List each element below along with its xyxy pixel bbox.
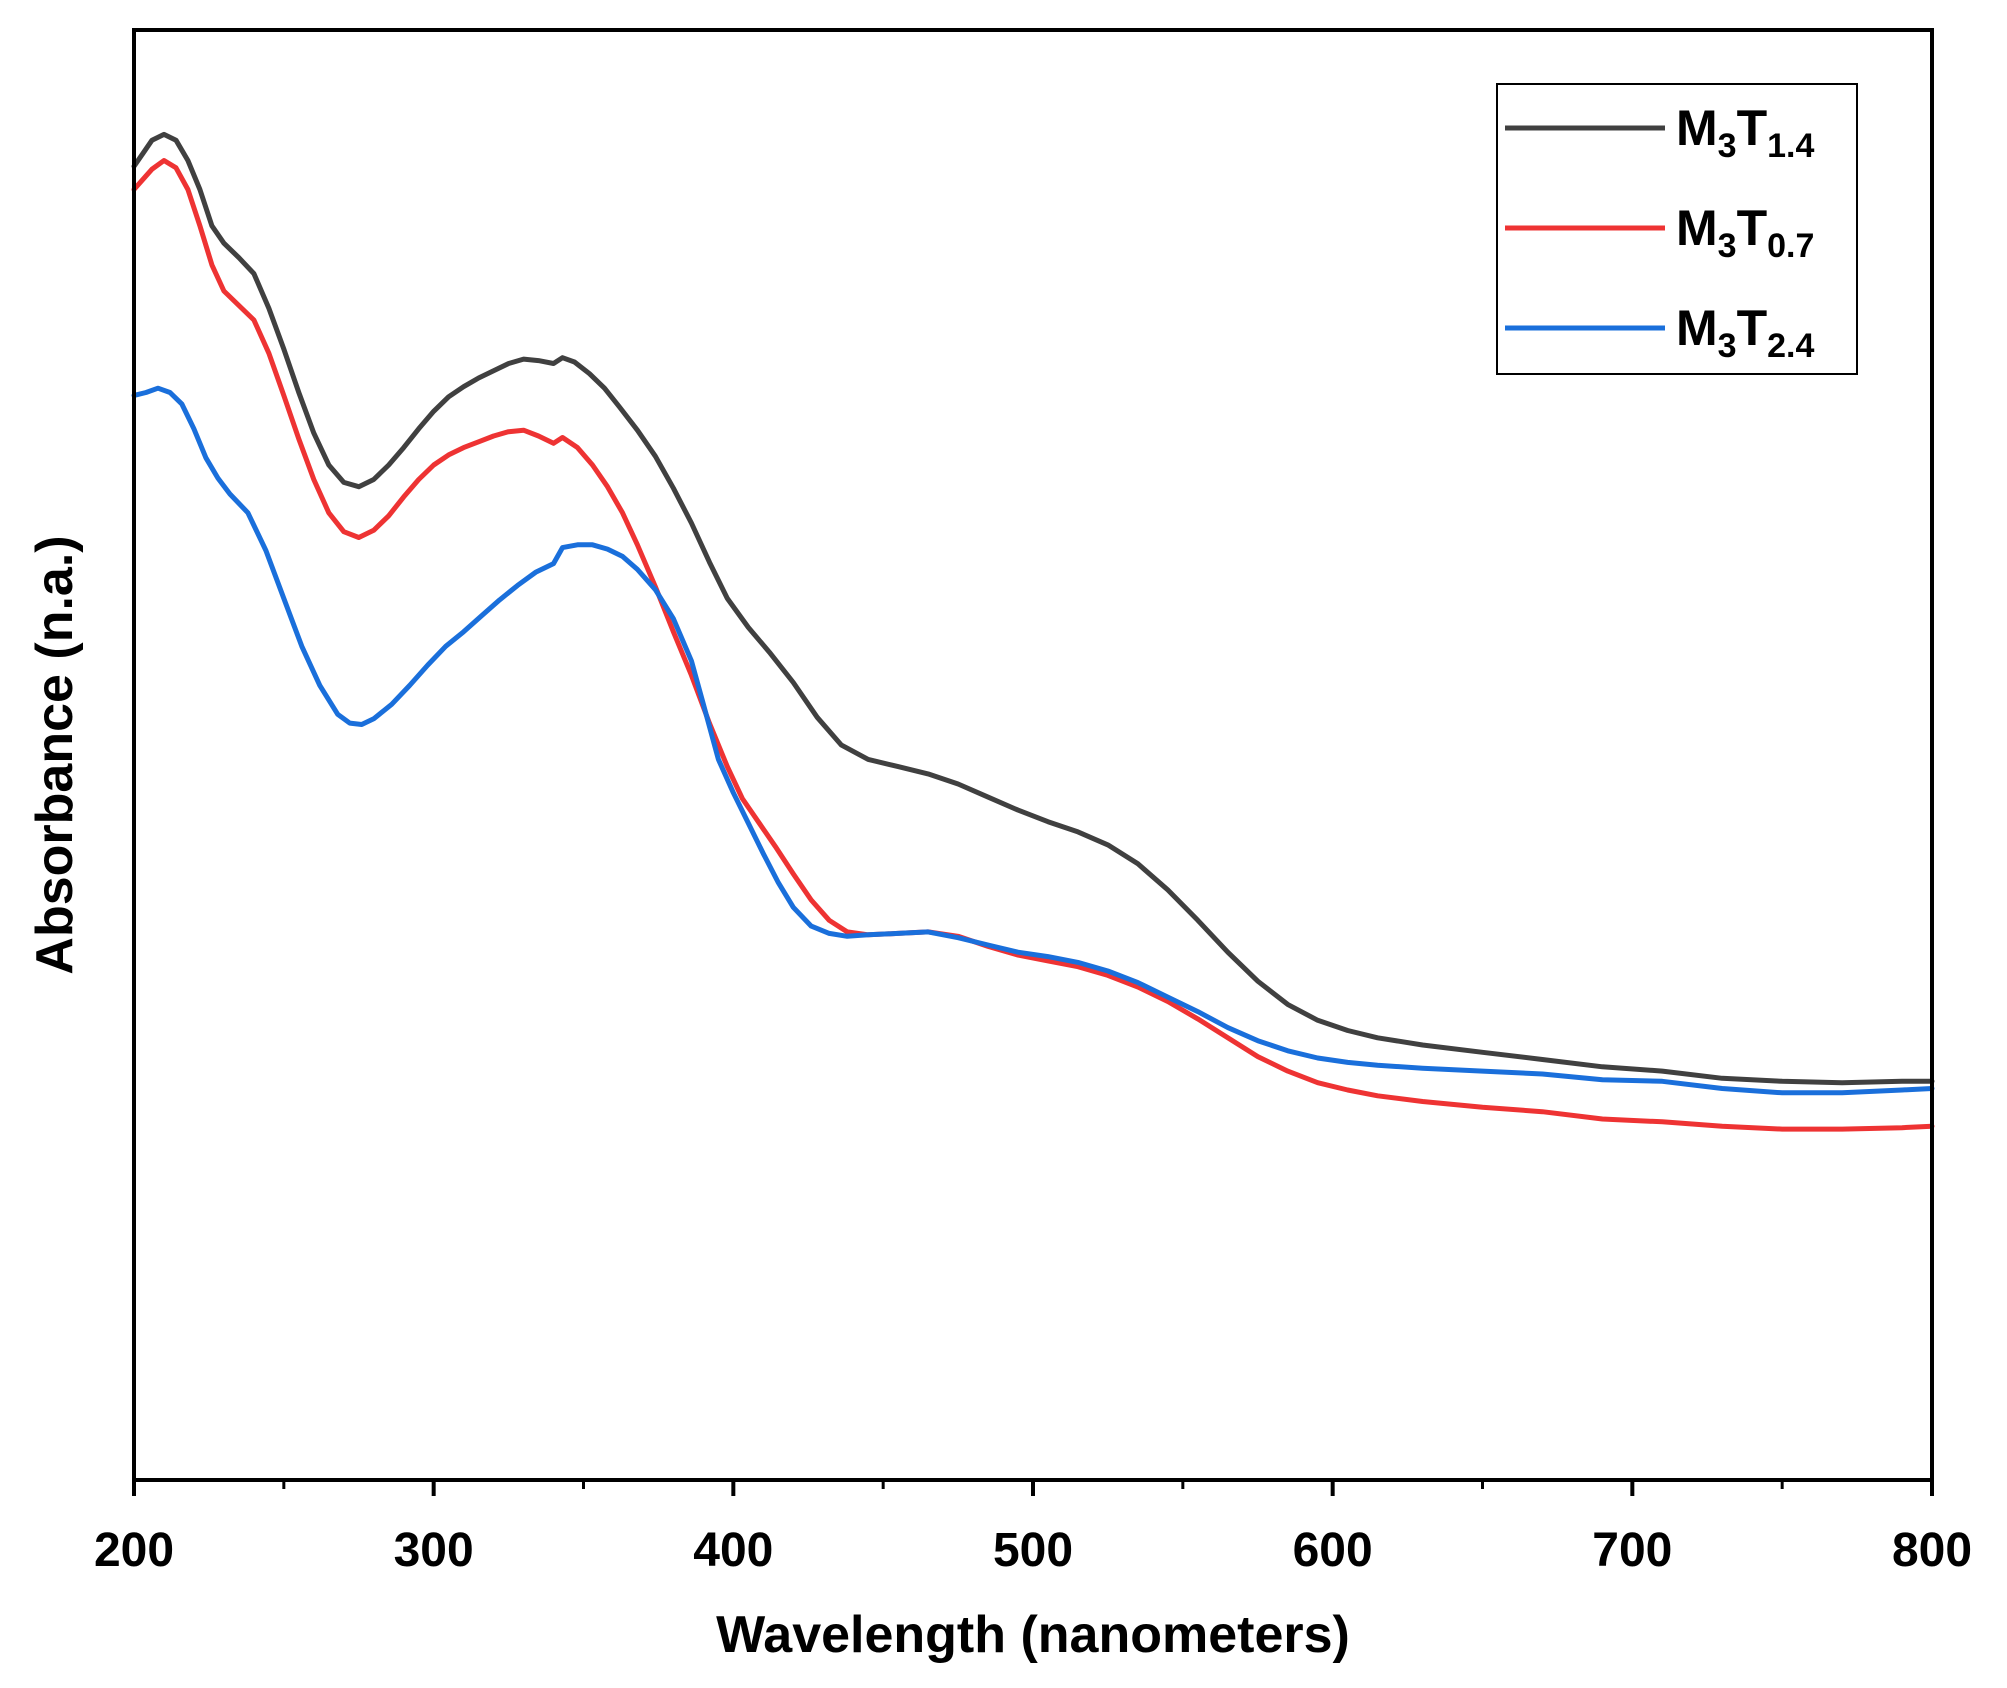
legend-label-2: M3T2.4 — [1676, 300, 1814, 365]
series-line-2 — [131, 385, 1935, 1096]
series-line-0 — [131, 131, 1935, 1086]
x-tick-label: 200 — [94, 1524, 174, 1577]
legend-label-1: M3T0.7 — [1676, 200, 1814, 265]
x-tick-label: 500 — [993, 1524, 1073, 1577]
series-line-1 — [131, 158, 1935, 1132]
x-tick-label: 600 — [1293, 1524, 1373, 1577]
x-axis-title: Wavelength (nanometers) — [716, 1606, 1350, 1664]
x-tick-label: 700 — [1592, 1524, 1672, 1577]
x-axis-ticks: 200 300 400 500 600 700 800 — [94, 1480, 1972, 1577]
y-axis-title: Absorbance (n.a.) — [26, 535, 84, 974]
legend: M3T1.4 M3T0.7 M3T2.4 — [1496, 83, 1858, 375]
legend-label-0: M3T1.4 — [1676, 100, 1814, 165]
series-layer — [131, 131, 1935, 1132]
x-tick-label: 300 — [394, 1524, 474, 1577]
x-tick-label: 800 — [1892, 1524, 1972, 1577]
x-tick-label: 400 — [693, 1524, 773, 1577]
